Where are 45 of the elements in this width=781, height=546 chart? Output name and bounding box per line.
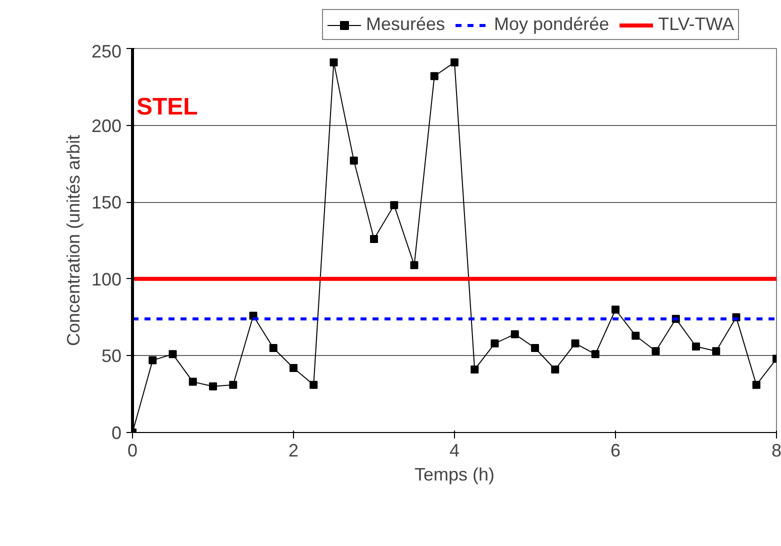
point: [571, 339, 580, 348]
point: [209, 382, 217, 390]
point: [712, 347, 720, 356]
x-tick-label: 2: [288, 440, 299, 460]
x-tick-label: 8: [771, 440, 781, 460]
point: [612, 306, 620, 314]
point: [430, 72, 438, 80]
y-tick-label: 200: [91, 116, 122, 136]
point: [330, 58, 338, 66]
point: [168, 350, 177, 358]
point: [290, 364, 298, 372]
point: [390, 201, 398, 210]
legend-label: Mesurées: [366, 14, 446, 35]
point: [310, 380, 318, 389]
y-tick-label: 150: [91, 192, 122, 213]
y-tick-label: 100: [91, 269, 122, 290]
x-tick-label: 0: [127, 440, 138, 460]
point: [490, 339, 499, 348]
x-axis-title: Temps (h): [414, 464, 495, 484]
point: [148, 356, 157, 364]
point: [632, 332, 640, 340]
point: [410, 261, 418, 270]
point: [752, 380, 760, 389]
point: [370, 234, 378, 243]
y-tick-label: 250: [91, 42, 122, 62]
x-tick-label: 4: [449, 440, 460, 460]
point: [510, 330, 519, 338]
point: [450, 58, 458, 66]
point: [591, 350, 600, 358]
x-tick-label: 6: [610, 440, 621, 460]
legend-label: TLV-TWA: [658, 14, 734, 35]
point: [531, 344, 539, 352]
point: [188, 378, 197, 386]
y-axis-title: Concentration (unités arbit: [63, 134, 84, 346]
point: [692, 342, 700, 350]
y-tick-label: 50: [101, 346, 122, 366]
point: [551, 366, 560, 374]
point: [229, 380, 238, 389]
point: [269, 344, 278, 352]
point: [652, 347, 660, 356]
point: [350, 156, 358, 165]
legend-label: Moy pondérée: [494, 14, 610, 35]
y-tick-label: 0: [111, 423, 122, 443]
annotation: STEL: [136, 94, 198, 120]
point: [470, 366, 479, 374]
